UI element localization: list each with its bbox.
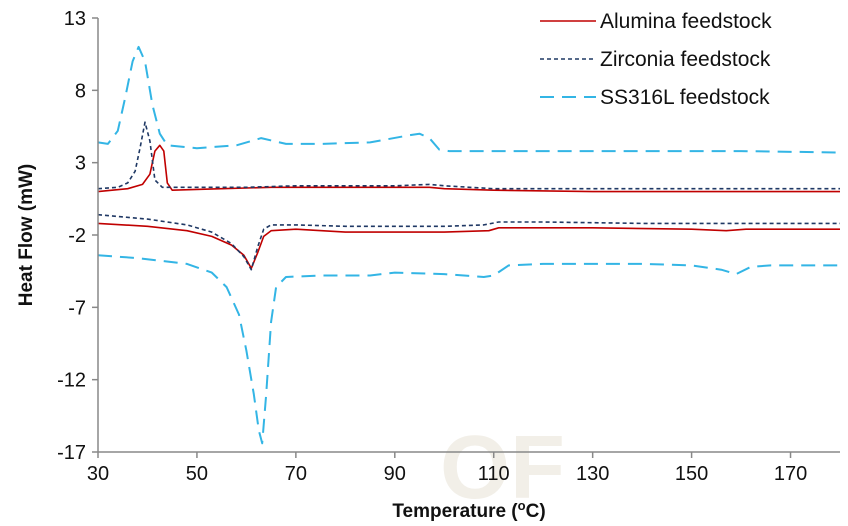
x-axis-title-end: C)	[526, 501, 546, 522]
y-ticks: 13 8 3 -2 -7 -12 -17	[57, 8, 98, 464]
y-tick-label: -17	[57, 442, 86, 464]
x-tick-label: 150	[675, 463, 708, 485]
plot-lines	[97, 45, 841, 445]
x-tick-label: 50	[186, 463, 208, 485]
series-line	[97, 45, 841, 154]
x-axis-title-main: Temperature (	[392, 501, 518, 522]
x-tick-label: 70	[285, 463, 307, 485]
y-tick-label: -2	[68, 225, 86, 247]
legend-label: SS316L feedstock	[600, 86, 770, 109]
x-tick-label: 170	[774, 463, 807, 485]
series-line	[97, 121, 840, 190]
x-ticks: 30 50 70 90 110 130 150 170	[87, 452, 807, 485]
series-line	[97, 222, 840, 270]
y-tick-label: 13	[64, 8, 86, 30]
x-axis-title: Temperature (oC)	[392, 498, 545, 522]
y-tick-label: -12	[57, 370, 86, 392]
legend-label: Alumina feedstock	[600, 10, 772, 33]
legend: Alumina feedstock Zirconia feedstock SS316…	[540, 10, 772, 109]
x-axis-title-sup: o	[518, 498, 526, 513]
x-tick-label: 130	[576, 463, 609, 485]
legend-label: Zirconia feedstock	[600, 48, 771, 71]
watermark-text: OF	[440, 418, 565, 518]
y-tick-label: 3	[75, 153, 86, 175]
series-line	[97, 213, 840, 271]
x-tick-label: 30	[87, 463, 109, 485]
x-tick-label: 90	[384, 463, 406, 485]
series-line	[97, 254, 840, 445]
series-line	[97, 144, 840, 193]
y-axis-title: Heat Flow (mW)	[16, 164, 37, 307]
y-tick-label: -7	[68, 297, 86, 319]
y-tick-label: 8	[75, 80, 86, 102]
x-tick-label: 110	[478, 463, 510, 485]
